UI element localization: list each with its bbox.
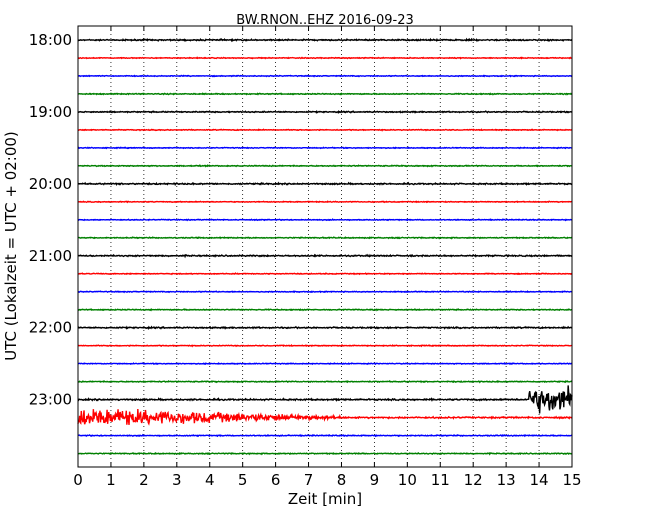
y-tick-label: 19:00 xyxy=(29,103,72,121)
chart-title: BW.RNON..EHZ 2016-09-23 xyxy=(236,13,414,28)
x-tick-label: 7 xyxy=(304,471,314,489)
trace-1900 xyxy=(77,109,573,114)
trace-1830 xyxy=(77,74,573,78)
x-tick-label: 8 xyxy=(337,471,347,489)
trace-1915 xyxy=(77,128,573,132)
trace-2345 xyxy=(77,451,573,456)
x-tick-label: 2 xyxy=(139,471,149,489)
traces xyxy=(77,37,573,456)
x-tick-label: 14 xyxy=(530,471,549,489)
trace-2230 xyxy=(77,361,573,366)
trace-2200 xyxy=(77,325,573,330)
x-tick-label: 12 xyxy=(464,471,483,489)
trace-2000 xyxy=(77,181,573,187)
trace-2215 xyxy=(77,344,573,348)
trace-2100 xyxy=(77,253,573,259)
x-tick-label: 10 xyxy=(398,471,417,489)
x-tick-label: 1 xyxy=(106,471,116,489)
trace-2045 xyxy=(77,236,573,240)
trace-2330 xyxy=(77,433,573,438)
x-tick-label: 0 xyxy=(73,471,83,489)
trace-1945 xyxy=(77,164,573,168)
trace-2130 xyxy=(77,290,573,294)
trace-2245 xyxy=(77,379,573,384)
x-tick-label: 9 xyxy=(370,471,380,489)
trace-2315 xyxy=(77,408,573,426)
x-tick-label: 5 xyxy=(238,471,248,489)
x-tick-label: 4 xyxy=(205,471,215,489)
x-tick-label: 6 xyxy=(271,471,281,489)
y-tick-label: 18:00 xyxy=(29,31,72,49)
y-axis-ticks: 18:00 19:00 20:00 21:00 22:00 23:00 xyxy=(29,31,572,409)
x-axis-label: Zeit [min] xyxy=(288,490,362,508)
y-tick-label: 22:00 xyxy=(29,319,72,337)
vertical-gridlines xyxy=(110,26,540,467)
y-tick-label: 21:00 xyxy=(29,247,72,265)
x-tick-label: 15 xyxy=(562,471,581,489)
trace-2115 xyxy=(77,272,573,276)
trace-2030 xyxy=(77,218,573,222)
x-tick-label: 11 xyxy=(431,471,450,489)
trace-2300 xyxy=(77,385,573,414)
trace-2145 xyxy=(77,308,573,312)
trace-1815 xyxy=(77,56,573,60)
trace-2015 xyxy=(77,200,573,204)
trace-1800 xyxy=(77,37,573,43)
y-axis-label: UTC (Lokalzeit = UTC + 02:00) xyxy=(2,131,20,361)
x-tick-label: 13 xyxy=(497,471,516,489)
trace-1930 xyxy=(77,146,573,150)
y-tick-label: 20:00 xyxy=(29,175,72,193)
plot-frame xyxy=(77,25,573,468)
trace-1845 xyxy=(77,92,572,96)
x-tick-label: 3 xyxy=(172,471,182,489)
x-axis-ticks: 0 1 2 3 4 5 6 7 8 9 10 11 12 13 14 15 xyxy=(73,26,582,489)
y-tick-label: 23:00 xyxy=(29,391,72,409)
